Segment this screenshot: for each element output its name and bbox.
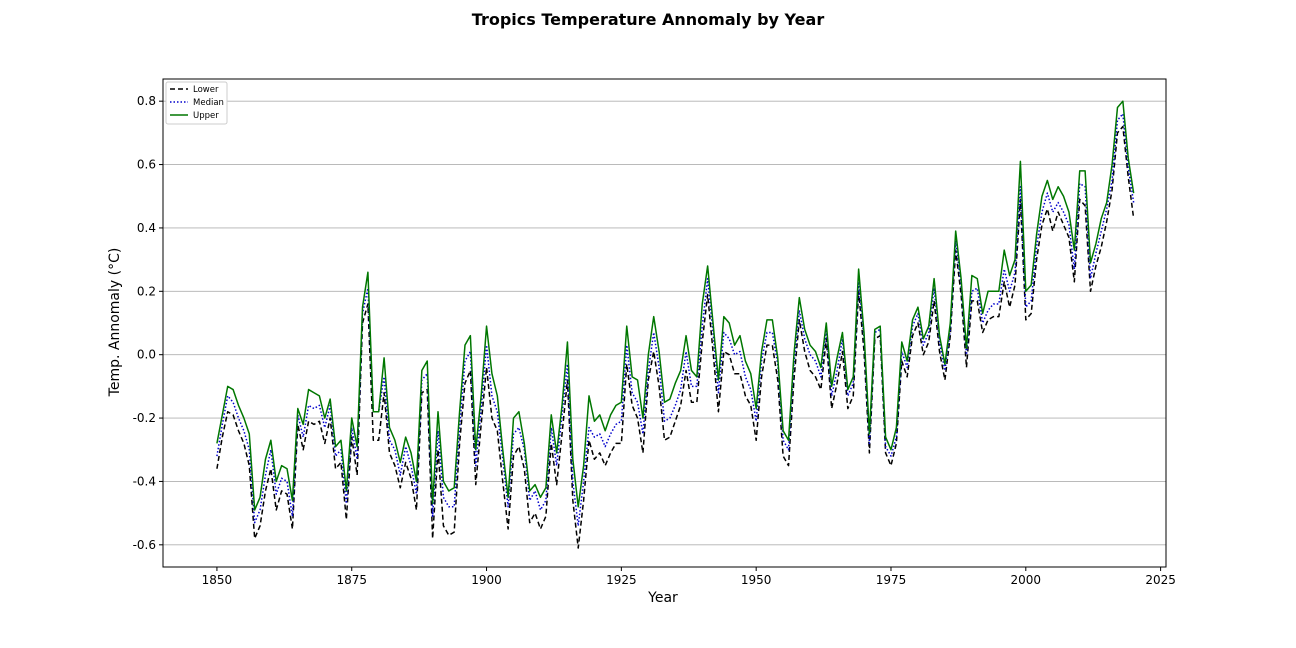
series-line-lower	[216, 125, 1135, 549]
y-tick-label: -0.4	[133, 474, 156, 488]
y-axis-ticks: -0.6 -0.4 -0.2 0.0 0.2 0.4 0.6 0.8	[133, 94, 163, 552]
legend-label-median: Median	[193, 98, 224, 108]
series-lines	[216, 100, 1135, 549]
x-axis-ticks: 1850 1875 1900 1925 1950 1975 2000 2025	[202, 567, 1176, 587]
y-tick-label: 0.8	[137, 94, 156, 108]
gridlines	[163, 100, 1166, 546]
x-tick-label: 1925	[606, 573, 637, 587]
x-tick-label: 1900	[471, 573, 502, 587]
x-axis-label: Year	[647, 590, 678, 606]
x-tick-label: 2000	[1011, 573, 1042, 587]
y-tick-label: -0.2	[133, 411, 156, 425]
x-tick-label: 1875	[336, 573, 367, 587]
legend-box	[165, 81, 228, 125]
y-tick-label: 0.6	[137, 158, 156, 172]
chart-title: Tropics Temperature Annomaly by Year	[472, 10, 825, 29]
legend-label-upper: Upper	[193, 111, 219, 121]
series-line-median	[216, 113, 1135, 527]
y-tick-label: -0.6	[133, 538, 156, 552]
series-line-upper	[216, 100, 1135, 511]
y-tick-label: 0.4	[137, 221, 156, 235]
legend-label-lower: Lower	[193, 85, 219, 95]
x-tick-label: 1975	[876, 573, 907, 587]
y-tick-label: 0.2	[137, 284, 156, 298]
y-tick-label: 0.0	[137, 348, 156, 362]
plot-area-frame	[162, 78, 1167, 568]
x-tick-label: 1850	[202, 573, 233, 587]
x-tick-label: 1950	[741, 573, 772, 587]
y-axis-label: Temp. Annomaly (°C)	[107, 248, 123, 398]
x-tick-label: 2025	[1145, 573, 1176, 587]
legend: Lower Median Upper	[165, 81, 228, 125]
